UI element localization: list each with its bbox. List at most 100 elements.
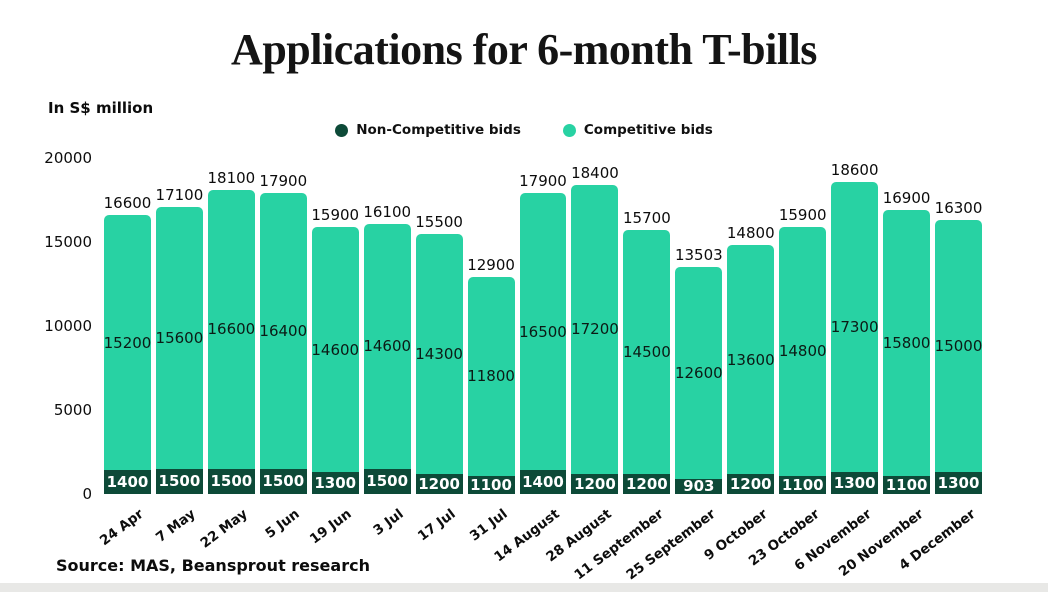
competitive-value-label: 14600 bbox=[311, 340, 360, 359]
competitive-value-label: 14600 bbox=[363, 337, 412, 356]
y-axis-tick-0: 0 bbox=[82, 485, 92, 503]
total-value-label: 16100 bbox=[363, 202, 412, 221]
competitive-value-label: 14800 bbox=[778, 342, 827, 361]
competitive-value-label: 15200 bbox=[103, 333, 152, 352]
bar-28-august[interactable]: 18400 17200 1200 bbox=[571, 164, 619, 494]
total-value-label: 15900 bbox=[311, 205, 360, 224]
competitive-value-label: 16600 bbox=[207, 320, 256, 339]
non-competitive-segment[interactable] bbox=[831, 472, 879, 494]
bar-31-jul[interactable]: 12900 11800 1100 bbox=[467, 256, 515, 494]
total-value-label: 17900 bbox=[259, 172, 308, 191]
non-competitive-segment[interactable] bbox=[311, 472, 359, 494]
non-competitive-segment[interactable] bbox=[104, 470, 151, 494]
y-axis-tick-20000: 20000 bbox=[44, 149, 92, 167]
non-competitive-value-label: 1500 bbox=[262, 472, 305, 491]
non-competitive-value-label: 1300 bbox=[314, 474, 357, 493]
total-value-label: 12900 bbox=[467, 256, 515, 275]
bar-24-apr[interactable]: 16600 15200 1400 bbox=[103, 194, 152, 494]
total-value-label: 18100 bbox=[207, 168, 256, 187]
page-bottom-strip bbox=[0, 583, 1048, 592]
non-competitive-value-label: 1300 bbox=[833, 474, 876, 493]
total-value-label: 16600 bbox=[103, 194, 152, 213]
total-value-label: 16900 bbox=[882, 189, 931, 208]
total-value-label: 15700 bbox=[623, 209, 671, 228]
source-note: Source: MAS, Beansprout research bbox=[56, 556, 370, 575]
page-title: Applications for 6-month T-bills bbox=[231, 25, 817, 74]
competitive-value-label: 17200 bbox=[571, 320, 619, 339]
non-competitive-value-label: 903 bbox=[683, 477, 715, 496]
non-competitive-value-label: 1100 bbox=[470, 475, 512, 494]
bar-19-jun[interactable]: 15900 14600 1300 bbox=[311, 206, 360, 494]
bar-9-october[interactable]: 14800 13600 1200 bbox=[726, 224, 775, 494]
non-competitive-value-label: 1200 bbox=[729, 474, 772, 493]
non-competitive-segment[interactable] bbox=[675, 478, 723, 494]
legend-item-competitive[interactable]: Competitive bids bbox=[562, 122, 713, 138]
total-value-label: 17100 bbox=[155, 185, 204, 204]
bar-6-november[interactable]: 18600 17300 1300 bbox=[830, 161, 879, 494]
non-competitive-segment[interactable] bbox=[415, 473, 463, 494]
bar-20-november[interactable]: 16900 15800 1100 bbox=[882, 189, 931, 494]
y-axis-tick-5000: 5000 bbox=[53, 401, 92, 419]
non-competitive-segment[interactable] bbox=[727, 473, 775, 494]
non-competitive-value-label: 1200 bbox=[574, 474, 616, 493]
non-competitive-segment[interactable] bbox=[623, 473, 671, 494]
competitive-value-label: 15800 bbox=[882, 333, 931, 352]
non-competitive-segment[interactable] bbox=[207, 468, 255, 494]
competitive-value-label: 13600 bbox=[726, 350, 775, 369]
competitive-value-label: 16400 bbox=[259, 322, 308, 341]
total-value-label: 15500 bbox=[415, 212, 463, 231]
y-axis-unit-label: In S$ million bbox=[48, 99, 154, 117]
competitive-value-label: 16500 bbox=[519, 322, 567, 341]
competitive-value-label: 15000 bbox=[934, 337, 983, 356]
bar-14-august[interactable]: 17900 16500 1400 bbox=[519, 172, 567, 494]
legend-label: Competitive bids bbox=[583, 122, 713, 138]
legend-label: Non-Competitive bids bbox=[356, 122, 521, 138]
non-competitive-value-label: 1100 bbox=[885, 475, 928, 494]
non-competitive-value-label: 1400 bbox=[106, 473, 149, 492]
non-competitive-segment[interactable] bbox=[883, 475, 931, 494]
bar-23-october[interactable]: 15900 14800 1100 bbox=[778, 206, 827, 494]
y-axis-tick-15000: 15000 bbox=[44, 233, 92, 251]
competitive-value-label: 11800 bbox=[467, 367, 515, 386]
total-value-label: 16300 bbox=[934, 199, 983, 218]
non-competitive-segment[interactable] bbox=[779, 475, 827, 494]
bar-17-jul[interactable]: 15500 14300 1200 bbox=[415, 213, 463, 494]
y-axis-tick-10000: 10000 bbox=[44, 317, 92, 335]
non-competitive-value-label: 1100 bbox=[781, 475, 824, 494]
chart-legend: Non-Competitive bids Competitive bids bbox=[0, 122, 1048, 138]
total-value-label: 15900 bbox=[778, 205, 827, 224]
bar-3-jul[interactable]: 16100 14600 1500 bbox=[363, 203, 412, 494]
bar-4-december[interactable]: 16300 15000 1300 bbox=[934, 199, 983, 494]
non-competitive-dot-icon bbox=[335, 123, 349, 137]
total-value-label: 17900 bbox=[519, 172, 567, 191]
non-competitive-segment[interactable] bbox=[935, 472, 982, 494]
competitive-value-label: 17300 bbox=[830, 317, 879, 336]
non-competitive-segment[interactable] bbox=[363, 468, 411, 494]
non-competitive-segment[interactable] bbox=[259, 468, 307, 494]
total-value-label: 18600 bbox=[830, 160, 879, 179]
bar-7-may[interactable]: 17100 15600 1500 bbox=[155, 186, 204, 494]
total-value-label: 14800 bbox=[726, 224, 775, 243]
non-competitive-value-label: 1400 bbox=[522, 473, 564, 492]
non-competitive-segment[interactable] bbox=[467, 475, 515, 494]
bar-5-jun[interactable]: 17900 16400 1500 bbox=[259, 172, 308, 494]
non-competitive-value-label: 1200 bbox=[418, 474, 460, 493]
non-competitive-value-label: 1500 bbox=[210, 472, 253, 491]
competitive-value-label: 15600 bbox=[155, 328, 204, 347]
non-competitive-value-label: 1200 bbox=[626, 474, 668, 493]
bar-22-may[interactable]: 18100 16600 1500 bbox=[207, 169, 256, 494]
non-competitive-value-label: 1300 bbox=[937, 474, 980, 493]
bar-11-september[interactable]: 15700 14500 1200 bbox=[623, 209, 671, 494]
non-competitive-value-label: 1500 bbox=[158, 472, 201, 491]
non-competitive-segment[interactable] bbox=[519, 470, 567, 494]
competitive-dot-icon bbox=[562, 123, 576, 137]
competitive-value-label: 14500 bbox=[623, 343, 671, 362]
legend-item-non-competitive[interactable]: Non-Competitive bids bbox=[335, 122, 521, 138]
bar-25-september[interactable]: 13503 12600 903 bbox=[675, 246, 723, 496]
competitive-value-label: 14300 bbox=[415, 344, 463, 363]
non-competitive-segment[interactable] bbox=[155, 468, 203, 494]
total-value-label: 13503 bbox=[674, 246, 723, 265]
non-competitive-segment[interactable] bbox=[571, 473, 619, 494]
total-value-label: 18400 bbox=[571, 163, 619, 182]
